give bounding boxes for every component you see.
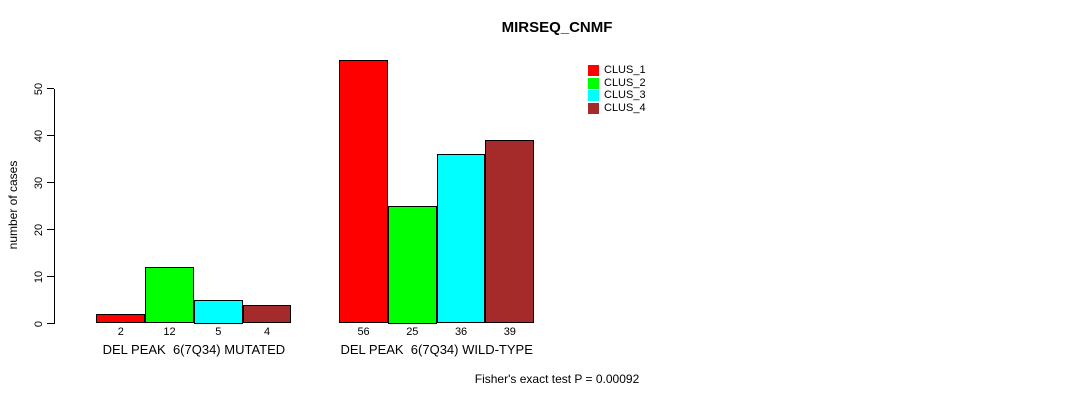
legend-swatch-icon xyxy=(588,65,599,76)
bar-clus_1-group2 xyxy=(339,60,388,324)
bar-clus_2-group1 xyxy=(145,267,194,324)
bar-clus_4-group2 xyxy=(485,140,535,324)
bar-value-label: 25 xyxy=(406,326,419,338)
y-axis-tick xyxy=(47,88,54,89)
bar-clus_3-group1 xyxy=(193,300,243,324)
bar-value-label: 39 xyxy=(503,326,516,338)
bar-clus_1-group1 xyxy=(96,314,146,324)
legend: CLUS_1 CLUS_2 CLUS_3 CLUS_4 xyxy=(588,65,688,120)
bar-value-label: 2 xyxy=(117,326,124,338)
legend-item-label: CLUS_2 xyxy=(604,76,646,89)
bar-value-label: 4 xyxy=(263,326,271,338)
bar-clus_3-group2 xyxy=(436,154,486,324)
legend-item-clus_4: CLUS_4 xyxy=(588,101,646,114)
legend-item-label: CLUS_1 xyxy=(604,64,646,76)
y-axis-line xyxy=(54,88,55,324)
y-axis-tick xyxy=(47,135,54,136)
legend-item-clus_2: CLUS_2 xyxy=(588,76,646,89)
chart-title: MIRSEQ_CNMF xyxy=(501,19,613,36)
x-group-label-2: DEL PEAK 6(7Q34) WILD-TYPE xyxy=(340,342,533,357)
bar-value-label: 36 xyxy=(454,326,468,338)
bar-value-label: 12 xyxy=(163,326,176,338)
y-axis-tick xyxy=(47,229,54,230)
legend-item-label: CLUS_3 xyxy=(604,89,646,102)
x-group-label-1: DEL PEAK 6(7Q34) MUTATED xyxy=(102,342,286,357)
bar-clus_2-group2 xyxy=(387,206,437,324)
legend-swatch-icon xyxy=(588,90,599,102)
y-axis-tick xyxy=(47,182,54,183)
legend-swatch-icon xyxy=(588,102,599,114)
legend-item-label: CLUS_4 xyxy=(604,101,646,114)
legend-swatch-icon xyxy=(588,77,599,89)
fisher-note: Fisher's exact test P = 0.00092 xyxy=(474,372,640,386)
legend-item-clus_1: CLUS_1 xyxy=(588,65,646,76)
bar-value-label: 56 xyxy=(357,326,370,338)
bar-clus_4-group1 xyxy=(242,304,292,324)
y-axis-tick xyxy=(47,323,54,324)
legend-item-clus_3: CLUS_3 xyxy=(588,89,646,102)
bar-value-label: 5 xyxy=(215,326,222,338)
y-axis-tick xyxy=(47,276,54,277)
